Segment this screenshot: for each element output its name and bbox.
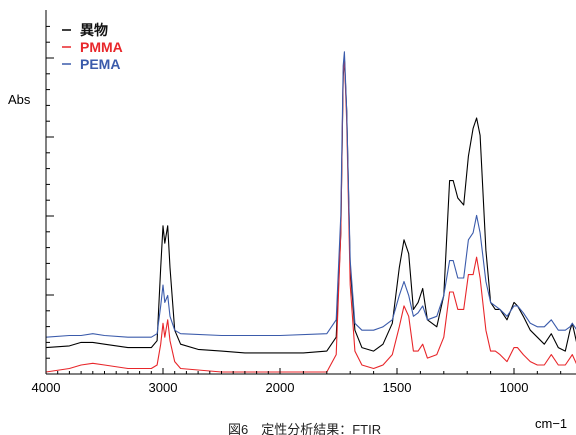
figure-caption: 図6 定性分析結果：FTIR	[228, 422, 381, 435]
legend-label: PEMA	[80, 56, 120, 72]
legend-label: PMMA	[80, 39, 123, 55]
x-axis-unit-label: cm−1	[535, 416, 567, 431]
x-tick-labels: 4000 3000 2000 1500 1000	[32, 380, 529, 395]
legend-label: 異物	[80, 22, 108, 38]
x-tick-label: 2000	[266, 380, 295, 395]
x-tick-label: 3000	[149, 380, 178, 395]
x-tick-label: 4000	[32, 380, 61, 395]
x-tick-label: 1000	[500, 380, 529, 395]
series-line-pema	[46, 51, 576, 338]
x-tick-label: 1500	[383, 380, 412, 395]
series-layer	[46, 51, 576, 373]
x-tick-marks	[45, 368, 562, 374]
y-tick-marks	[46, 25, 54, 375]
y-axis-label: Abs	[8, 92, 31, 107]
series-line-pmma	[46, 58, 576, 373]
